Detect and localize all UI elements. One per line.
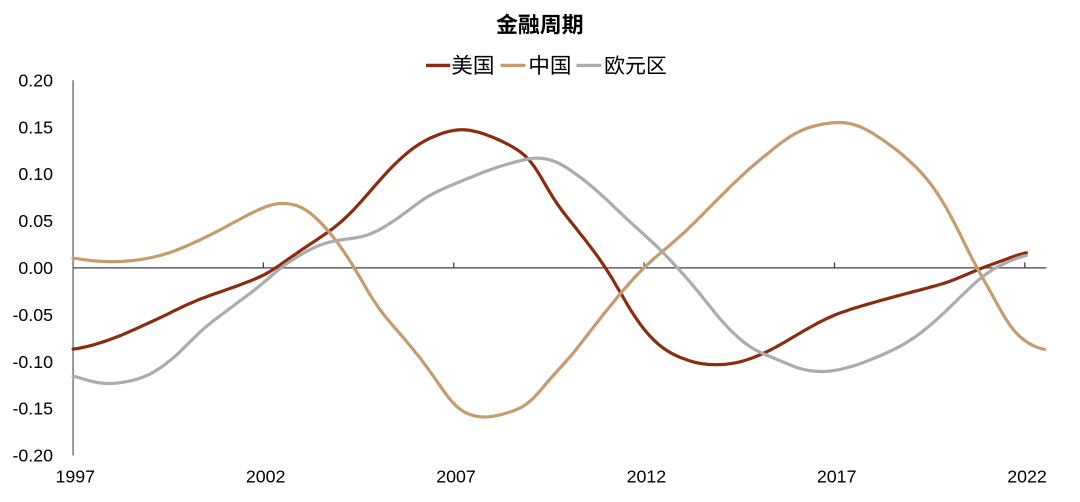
svg-text:0.10: 0.10 bbox=[18, 164, 53, 184]
svg-text:0.00: 0.00 bbox=[18, 258, 53, 278]
svg-text:-0.15: -0.15 bbox=[12, 399, 53, 419]
svg-text:2012: 2012 bbox=[627, 467, 667, 487]
svg-text:0.15: 0.15 bbox=[18, 117, 53, 137]
svg-text:0.05: 0.05 bbox=[18, 211, 53, 231]
svg-text:-0.20: -0.20 bbox=[12, 446, 53, 466]
svg-text:2022: 2022 bbox=[1007, 467, 1047, 487]
svg-text:0.20: 0.20 bbox=[18, 71, 53, 91]
svg-text:2007: 2007 bbox=[436, 467, 476, 487]
svg-text:1997: 1997 bbox=[56, 467, 96, 487]
svg-text:-0.05: -0.05 bbox=[12, 305, 53, 325]
svg-text:-0.10: -0.10 bbox=[12, 352, 53, 372]
svg-text:2002: 2002 bbox=[246, 467, 286, 487]
svg-text:2017: 2017 bbox=[817, 467, 857, 487]
